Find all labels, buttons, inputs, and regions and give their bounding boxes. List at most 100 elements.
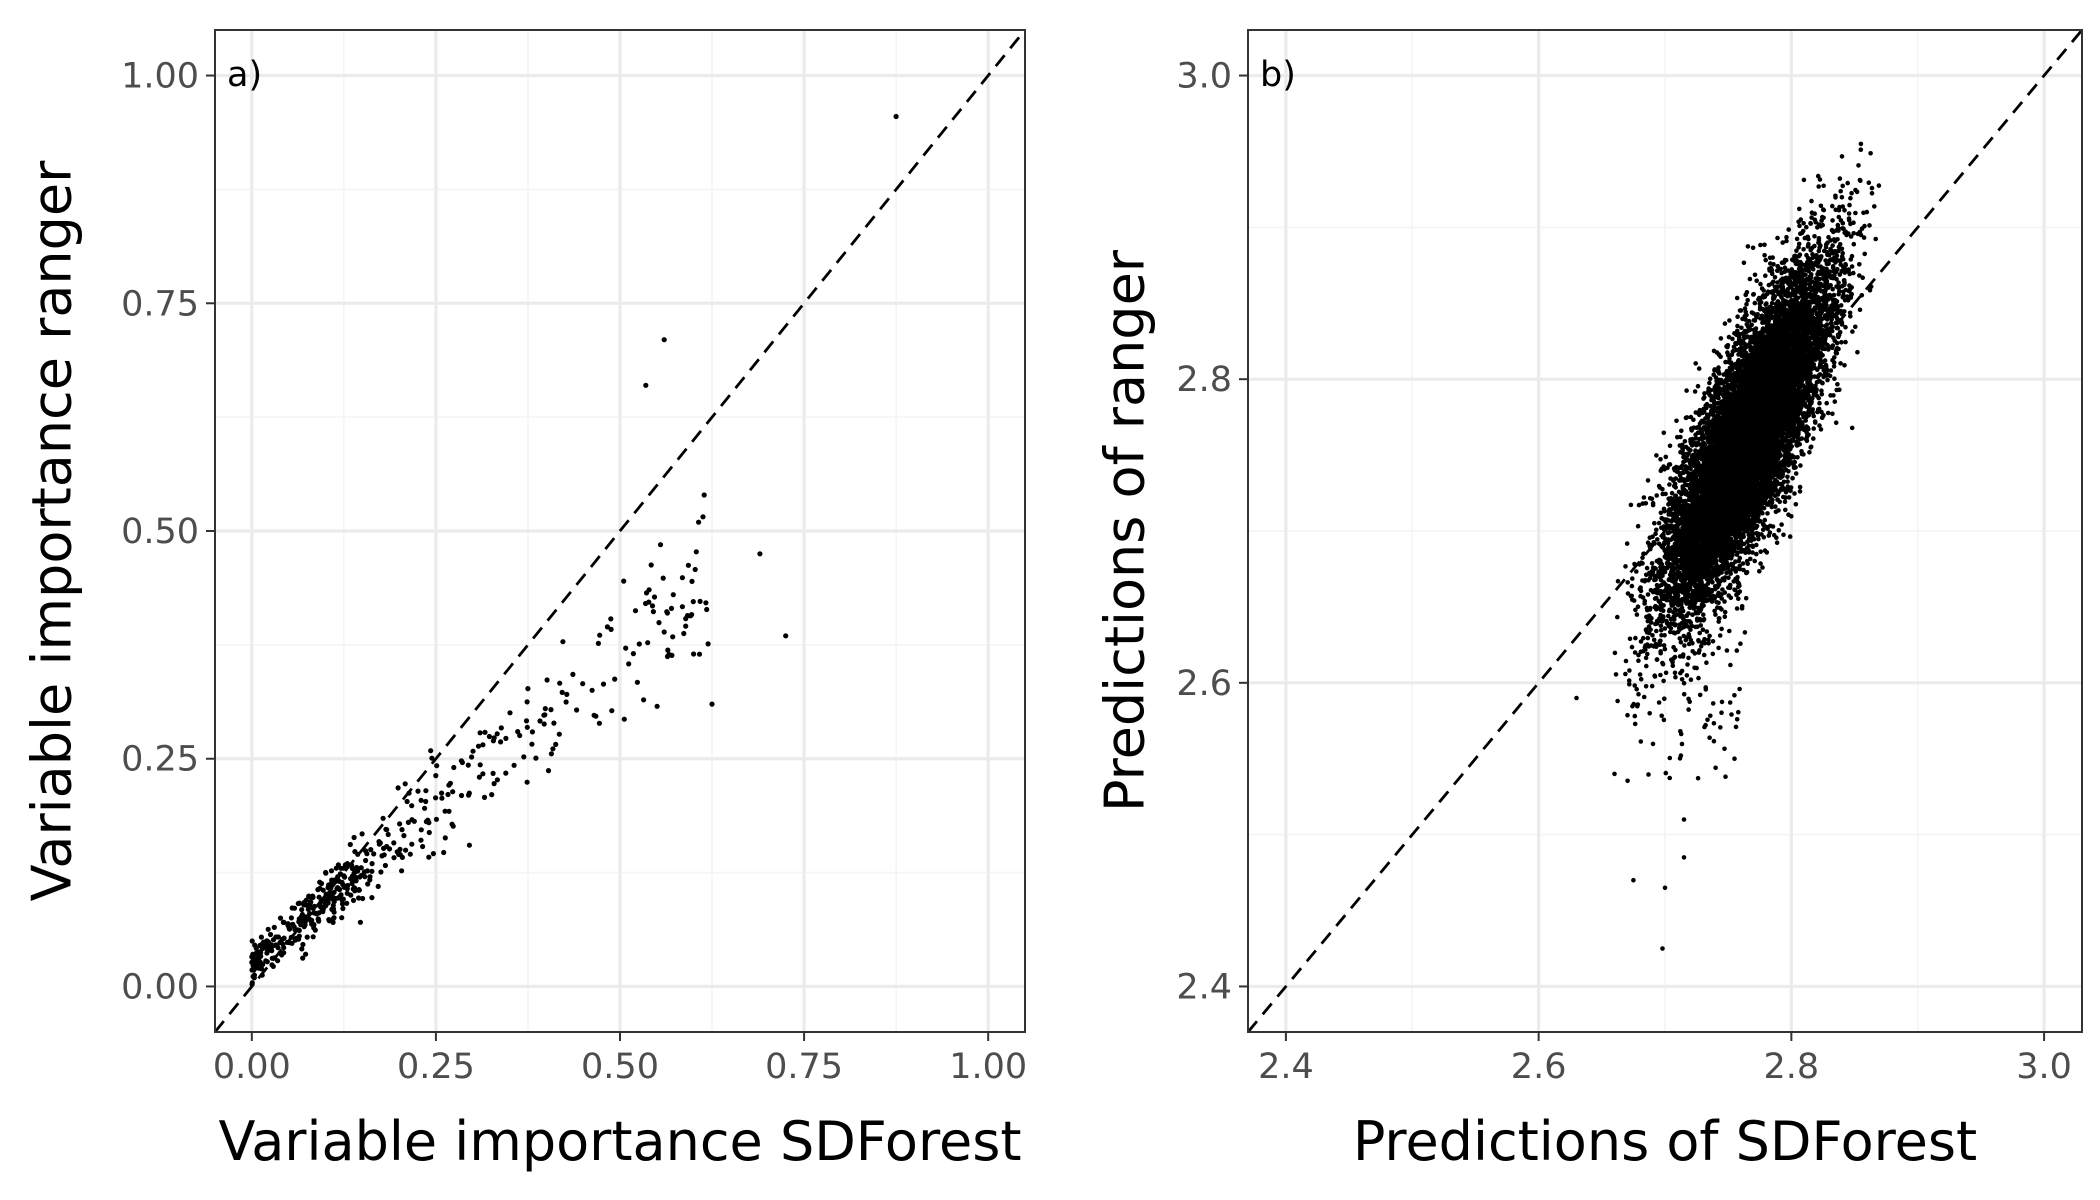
data-point bbox=[451, 764, 457, 771]
data-point bbox=[1811, 436, 1816, 441]
data-point bbox=[559, 689, 565, 696]
data-point bbox=[1678, 640, 1684, 645]
data-point bbox=[401, 833, 407, 839]
data-point bbox=[1842, 208, 1847, 213]
data-point bbox=[1776, 528, 1782, 533]
data-point bbox=[1645, 635, 1651, 641]
data-point bbox=[693, 549, 699, 555]
data-point bbox=[249, 980, 255, 986]
data-point bbox=[270, 943, 276, 949]
data-point bbox=[391, 855, 397, 861]
data-point bbox=[684, 613, 691, 619]
data-point bbox=[1846, 216, 1852, 221]
data-layer bbox=[215, 30, 1025, 1032]
data-point bbox=[537, 718, 543, 724]
data-point bbox=[429, 755, 435, 761]
data-point bbox=[1661, 643, 1667, 648]
data-point bbox=[364, 868, 370, 874]
data-point bbox=[1818, 203, 1824, 209]
data-point bbox=[1704, 401, 1710, 407]
data-point bbox=[1670, 663, 1676, 669]
data-point bbox=[399, 868, 405, 874]
data-point bbox=[1634, 612, 1640, 617]
data-point bbox=[332, 895, 338, 902]
data-point bbox=[267, 931, 274, 938]
data-point bbox=[1626, 678, 1632, 683]
data-point bbox=[397, 846, 403, 853]
data-point bbox=[351, 834, 357, 841]
data-point bbox=[1730, 336, 1735, 342]
data-point bbox=[310, 894, 316, 901]
data-point bbox=[358, 865, 364, 871]
data-point bbox=[470, 748, 476, 754]
data-point bbox=[264, 950, 270, 956]
data-point bbox=[1634, 569, 1639, 574]
data-point bbox=[298, 914, 304, 920]
data-point bbox=[420, 843, 426, 850]
data-point bbox=[498, 739, 504, 745]
data-point bbox=[446, 782, 452, 788]
data-point bbox=[1837, 387, 1842, 393]
data-point bbox=[632, 608, 639, 614]
data-point bbox=[1645, 592, 1651, 597]
data-point bbox=[1834, 340, 1840, 346]
data-point bbox=[690, 599, 696, 605]
data-point bbox=[1763, 302, 1768, 307]
data-point bbox=[1636, 652, 1641, 658]
data-point bbox=[465, 762, 471, 768]
data-point bbox=[266, 946, 272, 952]
data-point bbox=[356, 895, 362, 901]
data-point bbox=[593, 713, 599, 719]
data-point bbox=[1667, 482, 1672, 487]
data-point bbox=[441, 849, 447, 856]
data-point bbox=[418, 837, 424, 843]
data-point bbox=[344, 900, 350, 906]
data-point bbox=[428, 748, 434, 754]
data-point bbox=[442, 835, 448, 841]
data-point bbox=[1678, 434, 1683, 440]
data-point bbox=[551, 720, 557, 726]
data-point bbox=[1662, 626, 1668, 631]
data-point bbox=[418, 797, 424, 803]
data-point bbox=[433, 773, 439, 779]
data-point bbox=[542, 712, 548, 718]
data-point bbox=[1786, 495, 1792, 500]
data-point bbox=[475, 743, 482, 749]
data-point bbox=[300, 955, 306, 961]
data-point bbox=[405, 819, 411, 826]
data-point bbox=[1792, 491, 1797, 496]
data-point bbox=[1851, 220, 1856, 225]
data-point bbox=[281, 945, 287, 951]
data-point bbox=[685, 562, 692, 568]
data-point bbox=[689, 612, 695, 618]
data-point bbox=[511, 762, 517, 768]
data-point bbox=[700, 514, 706, 520]
data-point bbox=[1754, 542, 1759, 548]
data-point bbox=[783, 633, 789, 639]
data-point bbox=[661, 629, 667, 635]
data-point bbox=[1701, 652, 1707, 658]
x-tick-label: 0.50 bbox=[581, 1047, 659, 1087]
data-point bbox=[491, 781, 497, 787]
data-point bbox=[1734, 295, 1740, 301]
data-point bbox=[376, 839, 382, 845]
data-point bbox=[339, 915, 345, 921]
data-point bbox=[525, 686, 531, 692]
data-point bbox=[490, 770, 496, 777]
data-point bbox=[646, 587, 652, 593]
data-point bbox=[286, 925, 292, 931]
data-point bbox=[369, 895, 375, 901]
data-point bbox=[589, 687, 595, 693]
data-point bbox=[654, 703, 660, 709]
data-point bbox=[533, 755, 539, 761]
gridlines bbox=[1248, 30, 2082, 1032]
data-point bbox=[1797, 206, 1802, 212]
data-point bbox=[621, 578, 627, 584]
data-point bbox=[314, 911, 320, 917]
data-point bbox=[557, 680, 563, 686]
data-point bbox=[403, 847, 409, 853]
data-point bbox=[1832, 376, 1837, 382]
data-point bbox=[1742, 630, 1748, 635]
data-point bbox=[391, 840, 397, 846]
